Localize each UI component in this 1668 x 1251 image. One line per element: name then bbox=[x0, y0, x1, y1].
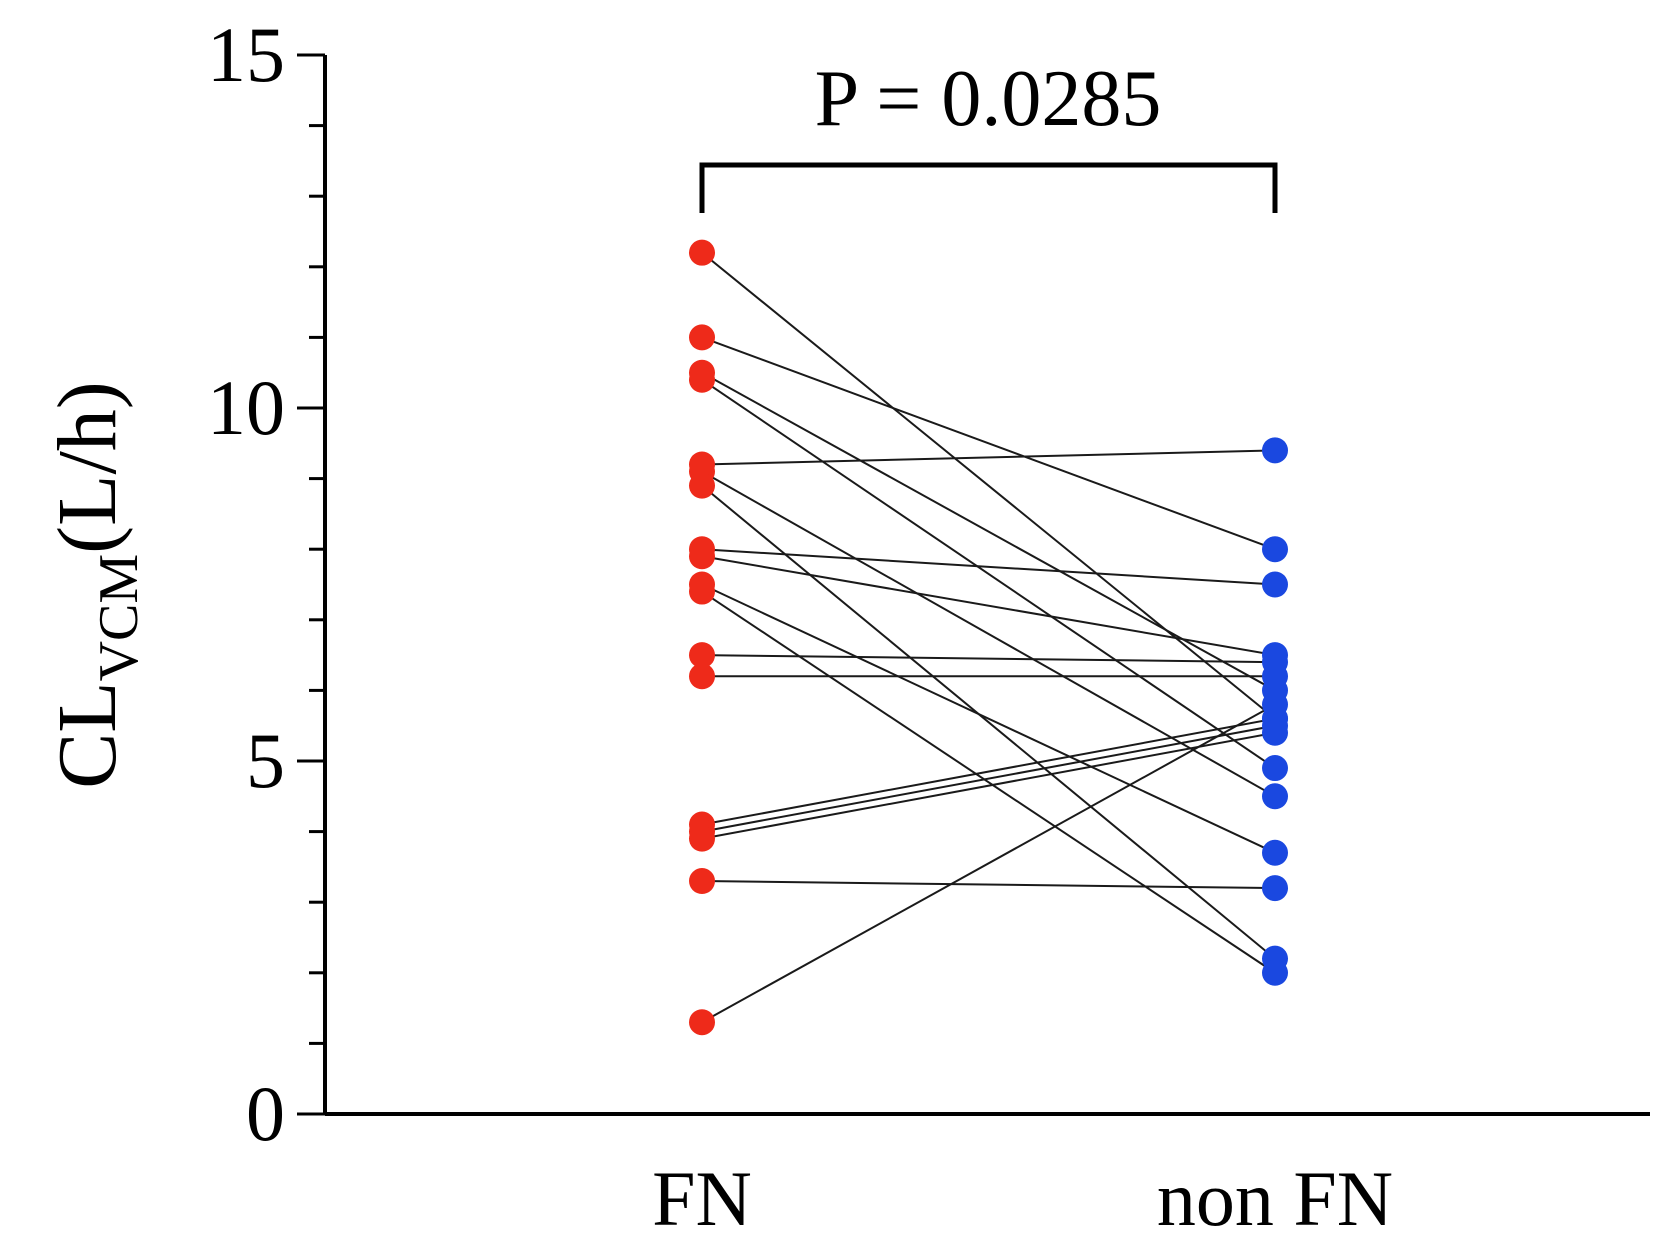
fn-point bbox=[689, 366, 715, 393]
non-fn-point bbox=[1262, 875, 1288, 902]
pair-line bbox=[701, 449, 1276, 466]
fn-point bbox=[689, 868, 715, 895]
fn-point bbox=[689, 1009, 715, 1036]
pair-line bbox=[701, 731, 1276, 840]
fn-point bbox=[689, 642, 715, 669]
y-axis-label-sub: VCM bbox=[88, 554, 150, 682]
fn-point bbox=[689, 825, 715, 852]
non-fn-point bbox=[1262, 571, 1288, 598]
non-fn-point bbox=[1262, 959, 1288, 986]
non-fn-point bbox=[1262, 437, 1288, 464]
non-fn-point bbox=[1262, 839, 1288, 866]
non-fn-point bbox=[1262, 783, 1288, 810]
fn-point bbox=[689, 578, 715, 605]
fn-point bbox=[689, 472, 715, 499]
y-tick-label: 5 bbox=[246, 717, 285, 804]
x-category-labels: FN non FN bbox=[652, 1155, 1393, 1242]
pair-line bbox=[701, 378, 1276, 769]
y-axis-label-main: CL bbox=[41, 681, 134, 788]
non-fn-point bbox=[1262, 663, 1288, 690]
non-fn-point bbox=[1262, 755, 1288, 782]
pair-line bbox=[701, 470, 1276, 798]
y-axis-label: CLVCM(L/h) bbox=[41, 381, 150, 789]
significance-bracket bbox=[699, 162, 1278, 213]
pair-line bbox=[701, 555, 1276, 657]
pair-line bbox=[701, 336, 1276, 551]
pair-line bbox=[701, 717, 1276, 826]
data-points bbox=[689, 239, 1288, 1036]
pair-line bbox=[701, 484, 1276, 960]
pair-lines bbox=[701, 251, 1276, 1024]
pair-line bbox=[701, 371, 1276, 692]
pair-line bbox=[701, 703, 1276, 1024]
non-fn-point bbox=[1262, 719, 1288, 746]
pair-line bbox=[701, 590, 1276, 974]
non-fn-point bbox=[1262, 536, 1288, 563]
pair-line bbox=[701, 583, 1276, 854]
fn-point bbox=[689, 239, 715, 266]
fn-point bbox=[689, 663, 715, 690]
x-category-label: non FN bbox=[1157, 1155, 1393, 1242]
p-value-annotation: P = 0.0285 bbox=[815, 55, 1162, 143]
pair-line bbox=[701, 548, 1276, 586]
y-ticks: 0 5 10 15 bbox=[207, 11, 325, 1157]
x-category-label: FN bbox=[652, 1155, 752, 1242]
fn-point bbox=[689, 543, 715, 570]
pair-line bbox=[701, 251, 1276, 720]
y-tick-label: 15 bbox=[207, 11, 285, 98]
pair-line bbox=[701, 880, 1276, 890]
fn-point bbox=[689, 324, 715, 351]
pair-line bbox=[701, 724, 1276, 833]
significance-bracket-group: P = 0.0285 bbox=[699, 55, 1278, 213]
non-fn-point bbox=[1262, 691, 1288, 718]
axes bbox=[323, 55, 1650, 1116]
y-tick-label: 0 bbox=[246, 1070, 285, 1157]
y-axis-label-unit: (L/h) bbox=[41, 381, 134, 554]
pair-line bbox=[701, 654, 1276, 664]
y-tick-label: 10 bbox=[207, 364, 285, 451]
